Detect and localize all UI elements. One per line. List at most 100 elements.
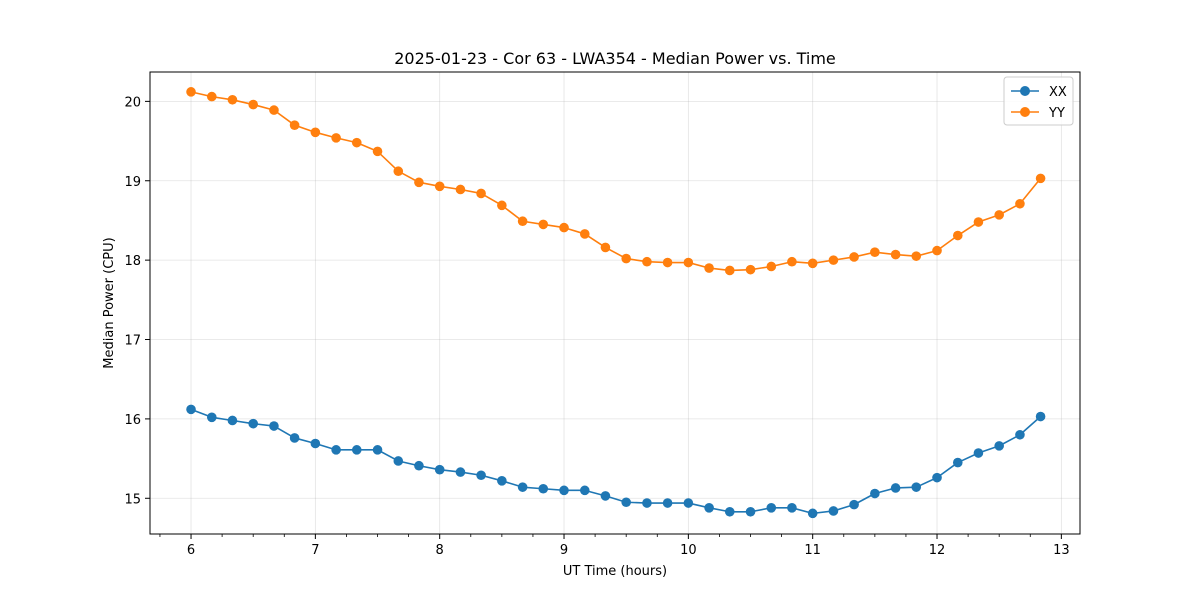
legend-label-yy: YY	[1048, 106, 1065, 121]
data-point-xx	[310, 438, 321, 449]
data-point-xx	[745, 506, 756, 517]
x-tick-label: 13	[1053, 543, 1070, 558]
data-point-yy	[973, 217, 984, 227]
legend: XX YY	[1003, 76, 1074, 126]
x-tick-label: 7	[311, 543, 319, 558]
data-point-yy	[517, 216, 528, 227]
legend-marker-yy	[1020, 107, 1030, 117]
data-point-xx	[559, 485, 569, 496]
data-point-yy	[455, 184, 466, 195]
y-tick-label: 18	[124, 254, 141, 269]
data-point-xx	[662, 498, 673, 508]
data-point-yy	[745, 264, 756, 275]
data-point-xx	[807, 508, 818, 519]
data-point-xx	[724, 506, 735, 517]
data-point-xx	[186, 404, 196, 415]
legend-entry-yy: YY	[1011, 106, 1065, 121]
x-tick-label: 12	[929, 543, 946, 558]
y-axis-label: Median Power (CPU)	[102, 237, 117, 368]
y-tick-label: 19	[124, 175, 141, 190]
series-yy	[186, 87, 1046, 276]
legend-label-xx: XX	[1049, 85, 1067, 100]
data-point-xx	[248, 418, 258, 429]
data-point-xx	[1035, 411, 1046, 422]
data-point-yy	[310, 127, 321, 138]
data-point-yy	[600, 242, 611, 253]
legend-marker-xx	[1020, 86, 1030, 96]
data-point-xx	[766, 503, 777, 513]
data-point-yy	[289, 120, 300, 130]
data-point-xx	[952, 457, 963, 468]
x-tick-label: 10	[680, 543, 697, 558]
data-point-xx	[870, 488, 880, 499]
data-point-yy	[662, 257, 673, 268]
x-tick-label: 11	[804, 543, 821, 558]
y-tick-label: 16	[124, 413, 141, 428]
x-axis-label: UT Time (hours)	[563, 564, 667, 579]
data-point-yy	[787, 256, 797, 267]
data-point-yy	[579, 229, 590, 239]
data-point-yy	[538, 219, 549, 230]
data-point-xx	[911, 482, 922, 492]
data-point-xx	[932, 472, 942, 483]
data-point-yy	[870, 247, 880, 257]
data-point-yy	[414, 177, 424, 188]
y-tick-label: 15	[124, 492, 141, 507]
series-layer	[186, 87, 1046, 519]
data-point-yy	[890, 249, 901, 260]
data-point-xx	[642, 498, 652, 508]
data-point-xx	[828, 506, 839, 516]
data-point-yy	[828, 255, 839, 265]
data-point-yy	[849, 252, 859, 262]
data-point-yy	[497, 200, 507, 211]
data-point-xx	[1015, 429, 1025, 440]
data-point-xx	[455, 467, 466, 477]
axes-frame	[149, 71, 1081, 535]
series-xx	[186, 404, 1046, 519]
data-point-xx	[579, 485, 590, 496]
data-point-yy	[206, 91, 217, 102]
data-point-yy	[724, 265, 735, 276]
data-point-xx	[704, 503, 714, 513]
data-point-xx	[683, 498, 694, 508]
legend-entry-xx: XX	[1011, 85, 1067, 100]
data-point-xx	[206, 412, 217, 423]
data-point-xx	[497, 476, 507, 486]
data-point-yy	[911, 251, 922, 261]
data-point-xx	[269, 421, 279, 431]
x-tick-label: 6	[187, 543, 195, 558]
data-point-xx	[973, 448, 984, 458]
data-point-xx	[787, 503, 797, 513]
data-point-yy	[683, 257, 694, 268]
data-point-xx	[414, 460, 424, 471]
data-point-xx	[849, 499, 859, 510]
data-point-yy	[642, 256, 652, 267]
y-tick-label: 17	[124, 334, 141, 349]
data-point-yy	[952, 230, 963, 241]
data-point-yy	[932, 245, 942, 256]
data-point-yy	[393, 166, 404, 177]
data-point-xx	[476, 470, 486, 481]
data-point-xx	[621, 497, 631, 508]
x-tick-label: 8	[436, 543, 444, 558]
data-point-yy	[372, 146, 383, 157]
data-point-xx	[600, 491, 611, 501]
data-point-xx	[351, 445, 362, 455]
data-point-xx	[434, 464, 445, 475]
data-point-yy	[476, 188, 486, 199]
x-tick-label: 9	[560, 543, 568, 558]
data-point-yy	[248, 99, 258, 110]
data-point-yy	[559, 222, 569, 233]
tick-layer: 6 7 8 9 10 11 12 13 15 16 17 18 19 20	[124, 95, 1069, 558]
data-point-yy	[994, 210, 1004, 220]
data-point-xx	[372, 445, 383, 455]
data-point-yy	[434, 181, 445, 192]
y-tick-label: 20	[124, 95, 141, 110]
data-point-yy	[186, 87, 196, 97]
data-point-xx	[517, 482, 528, 492]
data-point-xx	[289, 433, 300, 443]
data-point-xx	[227, 415, 238, 426]
grid-layer	[150, 72, 1080, 534]
data-point-yy	[227, 94, 238, 105]
